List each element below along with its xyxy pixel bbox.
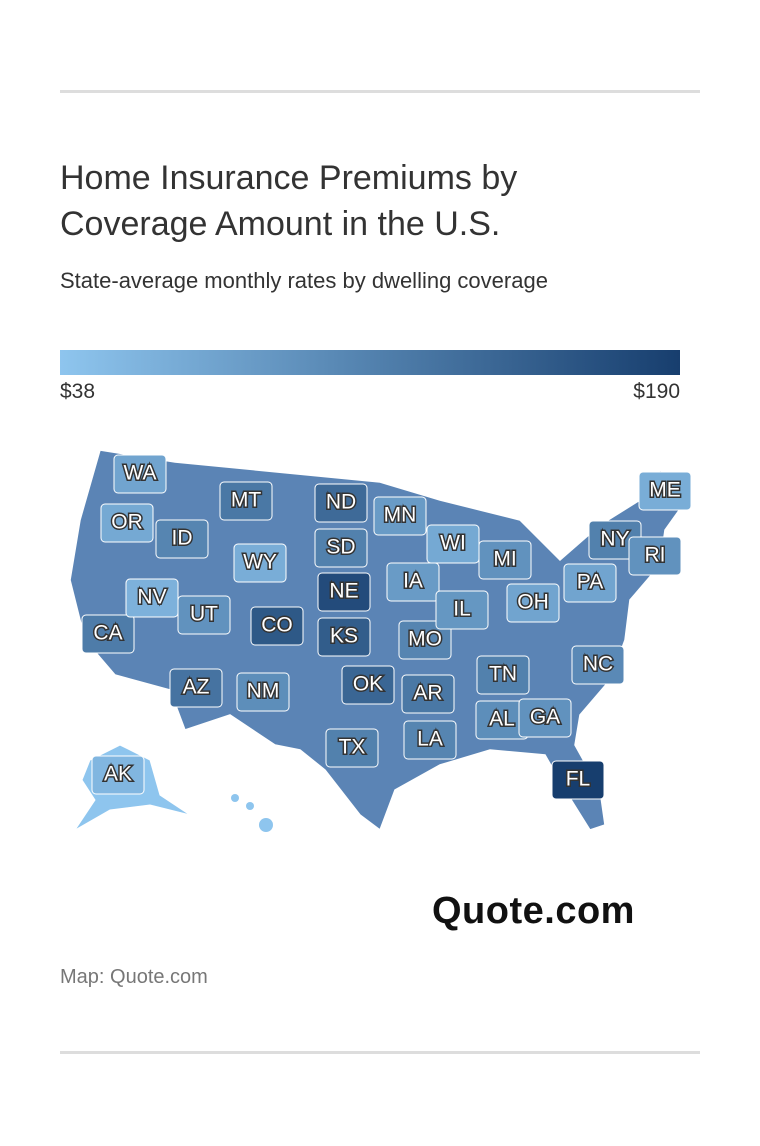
state-label: PA xyxy=(577,571,603,594)
state xyxy=(373,496,427,536)
state-label: NV xyxy=(137,586,166,609)
state-label: FL xyxy=(566,768,591,791)
state-label: MO xyxy=(408,628,442,651)
legend-max: $190 xyxy=(633,380,680,403)
state xyxy=(314,483,368,523)
hawaii-island xyxy=(246,802,254,810)
state xyxy=(476,655,530,695)
state xyxy=(113,454,167,494)
state-label: AZ xyxy=(183,676,210,699)
state-label: NM xyxy=(247,680,280,703)
state-label: OH xyxy=(517,591,549,614)
state xyxy=(233,543,287,583)
state-label: MI xyxy=(493,548,516,571)
state xyxy=(81,614,135,654)
legend-gradient xyxy=(60,350,680,375)
state xyxy=(398,620,452,660)
state-label: CA xyxy=(93,622,122,645)
subtitle: State-average monthly rates by dwelling … xyxy=(60,268,548,293)
state xyxy=(435,590,489,630)
state-label: TX xyxy=(339,736,366,759)
state-label: KS xyxy=(330,625,358,648)
state-label: TN xyxy=(489,663,517,686)
hawaii-island xyxy=(231,794,239,802)
state xyxy=(100,503,154,543)
state xyxy=(403,720,457,760)
state xyxy=(518,698,572,738)
state xyxy=(386,562,440,602)
state xyxy=(401,674,455,714)
state xyxy=(236,672,290,712)
state-label: RI xyxy=(645,544,666,567)
state-label: CO xyxy=(261,614,293,637)
hawaii-island xyxy=(259,818,273,832)
state-label: NC xyxy=(583,653,613,676)
state-label: OK xyxy=(353,673,383,696)
map: WA OR CA ID NV MT WY UT AZ CO NM ND SD NE KS OK TX MN IA MO… xyxy=(69,449,692,832)
state-label: ND xyxy=(326,491,356,514)
state xyxy=(563,563,617,603)
state-label: SD xyxy=(326,536,355,559)
state xyxy=(155,519,209,559)
state xyxy=(250,606,304,646)
state xyxy=(219,481,273,521)
state xyxy=(317,572,371,612)
state xyxy=(638,471,692,511)
state xyxy=(325,728,379,768)
state xyxy=(478,540,532,580)
state-label: IL xyxy=(453,598,471,621)
state xyxy=(317,617,371,657)
state-label: NY xyxy=(600,528,629,551)
state-label: AR xyxy=(413,682,442,705)
state-label: LA xyxy=(417,728,443,751)
state xyxy=(341,665,395,705)
state-label: ME xyxy=(649,479,681,502)
top-rule xyxy=(60,90,700,93)
state-label: AK xyxy=(104,763,132,786)
state-label: AL xyxy=(489,708,515,731)
state xyxy=(571,645,625,685)
bottom-rule xyxy=(60,1051,700,1054)
state-label: WY xyxy=(243,551,277,574)
state xyxy=(506,583,560,623)
state xyxy=(91,755,145,795)
logo: Quote.com xyxy=(432,890,635,932)
state xyxy=(628,536,682,576)
state-label: UT xyxy=(190,603,218,626)
legend-min: $38 xyxy=(60,380,96,403)
state-label: MT xyxy=(231,489,261,512)
state xyxy=(177,595,231,635)
state xyxy=(314,528,368,568)
state-label: OR xyxy=(111,511,143,534)
source: Map: Quote.com xyxy=(60,966,208,988)
state-label: WI xyxy=(440,532,466,555)
state-label: MN xyxy=(384,504,417,527)
state-label: ID xyxy=(172,527,193,550)
state xyxy=(169,668,223,708)
state-label: WA xyxy=(123,462,156,485)
state-label: IA xyxy=(403,570,423,593)
title: Home Insurance Premiums by Coverage Amou… xyxy=(60,159,518,243)
state xyxy=(551,760,605,800)
state-label: GA xyxy=(530,706,560,729)
state-label: NE xyxy=(329,580,358,603)
